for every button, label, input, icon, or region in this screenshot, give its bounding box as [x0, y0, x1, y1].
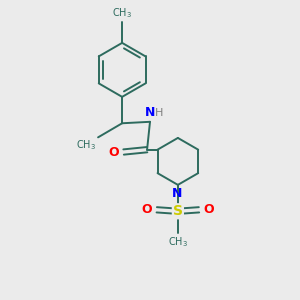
- Text: CH$_3$: CH$_3$: [76, 138, 96, 152]
- Text: H: H: [154, 108, 163, 118]
- Text: CH$_3$: CH$_3$: [112, 6, 132, 20]
- Text: N: N: [145, 106, 155, 119]
- Text: O: O: [108, 146, 119, 158]
- Text: S: S: [173, 204, 183, 218]
- Text: O: O: [141, 203, 152, 216]
- Text: O: O: [204, 203, 214, 216]
- Text: N: N: [172, 187, 182, 200]
- Text: CH$_3$: CH$_3$: [168, 236, 188, 249]
